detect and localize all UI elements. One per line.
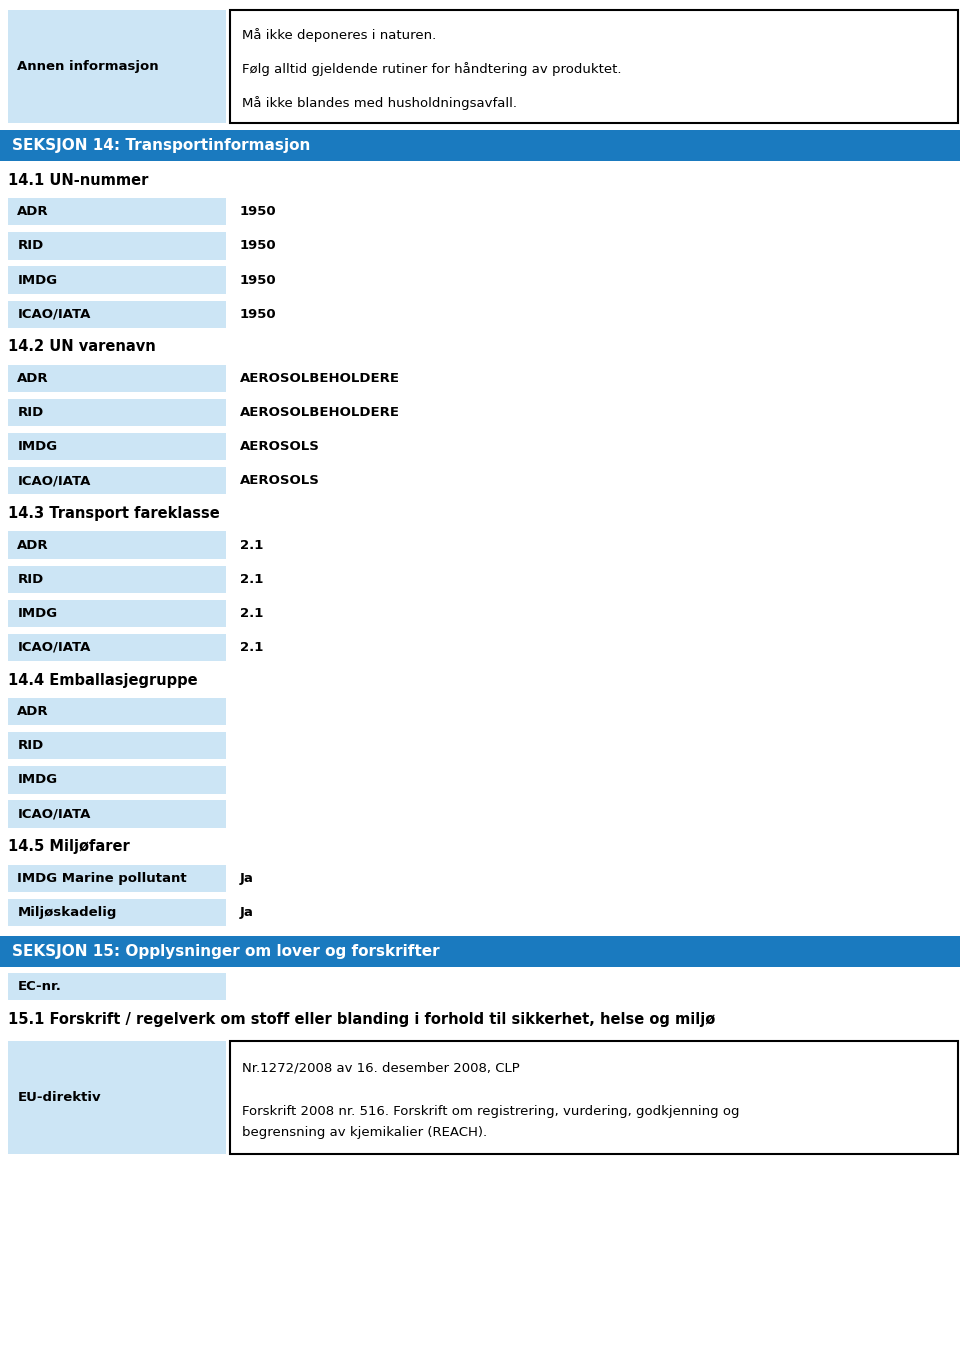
Text: ICAO/IATA: ICAO/IATA xyxy=(17,307,90,321)
Text: AEROSOLBEHOLDERE: AEROSOLBEHOLDERE xyxy=(240,406,400,419)
Text: ICAO/IATA: ICAO/IATA xyxy=(17,807,90,821)
Text: 1950: 1950 xyxy=(240,205,276,219)
Text: 1950: 1950 xyxy=(240,307,276,321)
Bar xyxy=(8,10,226,123)
Bar xyxy=(230,1041,958,1154)
Text: AEROSOLBEHOLDERE: AEROSOLBEHOLDERE xyxy=(240,372,400,385)
Bar xyxy=(8,732,226,759)
Bar xyxy=(8,973,226,1000)
Text: AEROSOLS: AEROSOLS xyxy=(240,440,320,454)
Text: ADR: ADR xyxy=(17,538,49,552)
Text: 14.4 Emballasjegruppe: 14.4 Emballasjegruppe xyxy=(8,673,198,687)
Text: 1950: 1950 xyxy=(240,273,276,287)
Bar xyxy=(8,467,226,494)
Text: IMDG: IMDG xyxy=(17,440,58,454)
Text: Må ikke deponeres i naturen.: Må ikke deponeres i naturen. xyxy=(242,27,436,41)
Bar xyxy=(8,766,226,794)
Text: SEKSJON 14: Transportinformasjon: SEKSJON 14: Transportinformasjon xyxy=(12,138,310,153)
Bar xyxy=(8,198,226,225)
Text: ICAO/IATA: ICAO/IATA xyxy=(17,474,90,488)
Text: EU-direktiv: EU-direktiv xyxy=(17,1091,101,1104)
Text: Annen informasjon: Annen informasjon xyxy=(17,60,159,72)
Bar xyxy=(8,1041,226,1154)
Bar xyxy=(8,865,226,892)
Text: RID: RID xyxy=(17,406,43,419)
Text: ADR: ADR xyxy=(17,705,49,719)
Bar xyxy=(8,698,226,725)
Text: 1950: 1950 xyxy=(240,239,276,253)
Text: Nr.1272/2008 av 16. desember 2008, CLP: Nr.1272/2008 av 16. desember 2008, CLP xyxy=(242,1061,519,1075)
Text: Miljøskadelig: Miljøskadelig xyxy=(17,906,117,919)
Text: 14.5 Miljøfarer: 14.5 Miljøfarer xyxy=(8,840,130,854)
Text: 14.1 UN-nummer: 14.1 UN-nummer xyxy=(8,173,148,187)
Text: IMDG: IMDG xyxy=(17,273,58,287)
Text: 2.1: 2.1 xyxy=(240,607,263,620)
Text: Forskrift 2008 nr. 516. Forskrift om registrering, vurdering, godkjenning og: Forskrift 2008 nr. 516. Forskrift om reg… xyxy=(242,1105,739,1117)
Bar xyxy=(8,634,226,661)
Text: Ja: Ja xyxy=(240,906,253,919)
Text: ICAO/IATA: ICAO/IATA xyxy=(17,641,90,654)
Text: begrensning av kjemikalier (REACH).: begrensning av kjemikalier (REACH). xyxy=(242,1126,487,1139)
Text: 15.1 Forskrift / regelverk om stoff eller blanding i forhold til sikkerhet, hels: 15.1 Forskrift / regelverk om stoff elle… xyxy=(8,1012,715,1026)
Bar xyxy=(8,531,226,559)
Text: Må ikke blandes med husholdningsavfall.: Må ikke blandes med husholdningsavfall. xyxy=(242,97,516,111)
Bar xyxy=(8,365,226,392)
Text: 14.2 UN varenavn: 14.2 UN varenavn xyxy=(8,340,156,354)
Text: Følg alltid gjeldende rutiner for håndtering av produktet.: Følg alltid gjeldende rutiner for håndte… xyxy=(242,61,621,76)
Bar xyxy=(8,899,226,926)
Text: ADR: ADR xyxy=(17,205,49,219)
Text: EC-nr.: EC-nr. xyxy=(17,979,61,993)
Bar xyxy=(230,10,958,123)
Text: ADR: ADR xyxy=(17,372,49,385)
Text: 2.1: 2.1 xyxy=(240,572,263,586)
Text: Ja: Ja xyxy=(240,872,253,885)
Text: SEKSJON 15: Opplysninger om lover og forskrifter: SEKSJON 15: Opplysninger om lover og for… xyxy=(12,944,439,959)
Text: IMDG: IMDG xyxy=(17,773,58,787)
Text: RID: RID xyxy=(17,572,43,586)
Text: AEROSOLS: AEROSOLS xyxy=(240,474,320,488)
Bar xyxy=(0,936,960,967)
Bar xyxy=(8,266,226,294)
Bar xyxy=(8,433,226,460)
Bar xyxy=(8,600,226,627)
Text: 2.1: 2.1 xyxy=(240,641,263,654)
Text: 14.3 Transport fareklasse: 14.3 Transport fareklasse xyxy=(8,507,220,520)
Text: IMDG Marine pollutant: IMDG Marine pollutant xyxy=(17,872,187,885)
Bar xyxy=(8,399,226,426)
Text: RID: RID xyxy=(17,239,43,253)
Bar xyxy=(0,130,960,161)
Bar xyxy=(8,232,226,260)
Text: RID: RID xyxy=(17,739,43,753)
Text: 2.1: 2.1 xyxy=(240,538,263,552)
Bar xyxy=(8,301,226,328)
Text: IMDG: IMDG xyxy=(17,607,58,620)
Bar xyxy=(8,800,226,828)
Bar xyxy=(8,566,226,593)
